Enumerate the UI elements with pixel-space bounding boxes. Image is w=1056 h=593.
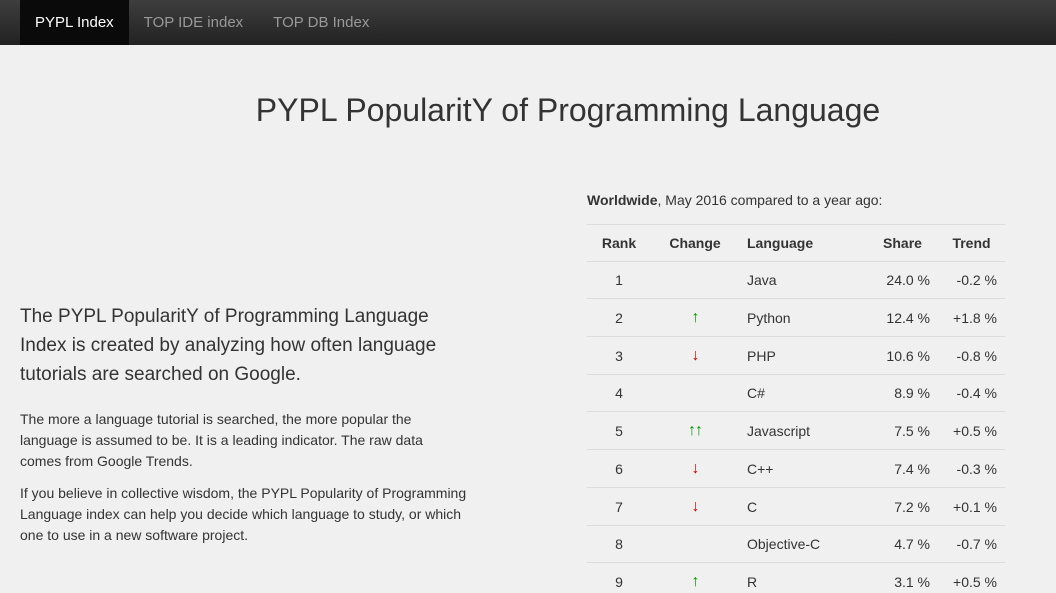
cell-share: 10.6 % — [867, 336, 938, 375]
table-row: 1 Java 24.0 % -0.2 % — [587, 261, 1005, 299]
cell-change: ↓ — [651, 449, 739, 488]
cell-rank: 9 — [587, 562, 651, 593]
header-language: Language — [739, 224, 867, 262]
cell-change: ↓ — [651, 487, 739, 526]
table-caption-period: , May 2016 compared to a year ago: — [657, 192, 883, 208]
cell-language: Python — [739, 298, 867, 337]
cell-language: Objective-C — [739, 525, 867, 563]
cell-rank: 7 — [587, 487, 651, 526]
cell-trend: -0.4 % — [938, 374, 1005, 412]
table-row: 5 ↑↑ Javascript 7.5 % +0.5 % — [587, 411, 1005, 450]
cell-trend: +1.8 % — [938, 298, 1005, 337]
cell-language: R — [739, 562, 867, 593]
header-trend: Trend — [938, 224, 1005, 262]
ranking-table: Rank Change Language Share Trend 1 Java … — [587, 224, 1005, 593]
header-rank: Rank — [587, 224, 651, 262]
table-row: 7 ↓ C 7.2 % +0.1 % — [587, 487, 1005, 526]
table-row: 8 Objective-C 4.7 % -0.7 % — [587, 525, 1005, 563]
tab-pypl-index[interactable]: PYPL Index — [20, 0, 129, 45]
change-arrow-icon: ↑ — [691, 573, 700, 590]
cell-rank: 8 — [587, 525, 651, 563]
tab-top-db-index[interactable]: TOP DB Index — [273, 14, 370, 31]
cell-language: Javascript — [739, 411, 867, 450]
cell-change — [651, 261, 739, 299]
change-arrow-icon: ↑↑ — [688, 422, 703, 439]
cell-change — [651, 374, 739, 412]
tab-top-ide-index[interactable]: TOP IDE index — [143, 14, 244, 31]
cell-language: Java — [739, 261, 867, 299]
cell-share: 12.4 % — [867, 298, 938, 337]
cell-trend: -0.7 % — [938, 525, 1005, 563]
cell-share: 3.1 % — [867, 562, 938, 593]
cell-rank: 1 — [587, 261, 651, 299]
ranking-section: Worldwide, May 2016 compared to a year a… — [587, 190, 1005, 593]
cell-language: C — [739, 487, 867, 526]
header-change: Change — [651, 224, 739, 262]
table-caption: Worldwide, May 2016 compared to a year a… — [587, 190, 1005, 210]
cell-share: 7.5 % — [867, 411, 938, 450]
cell-language: C++ — [739, 449, 867, 488]
change-arrow-icon: ↓ — [691, 347, 700, 364]
change-arrow-icon: ↓ — [691, 498, 700, 515]
cell-language: PHP — [739, 336, 867, 375]
cell-trend: +0.5 % — [938, 411, 1005, 450]
cell-rank: 2 — [587, 298, 651, 337]
page-title: PYPL PopularitY of Programming Language — [255, 92, 881, 128]
cell-change: ↑↑ — [651, 411, 739, 450]
cell-trend: +0.1 % — [938, 487, 1005, 526]
table-row: 6 ↓ C++ 7.4 % -0.3 % — [587, 449, 1005, 488]
top-navbar: PYPL Index TOP IDE index TOP DB Index — [0, 0, 1056, 45]
cell-change: ↑ — [651, 298, 739, 337]
cell-rank: 5 — [587, 411, 651, 450]
cell-share: 8.9 % — [867, 374, 938, 412]
table-row: 2 ↑ Python 12.4 % +1.8 % — [587, 298, 1005, 337]
cell-trend: -0.8 % — [938, 336, 1005, 375]
change-arrow-icon: ↓ — [691, 460, 700, 477]
intro-paragraph-3: If you believe in collective wisdom, the… — [20, 485, 467, 543]
intro-paragraph-2: The more a language tutorial is searched… — [20, 411, 423, 469]
cell-share: 7.4 % — [867, 449, 938, 488]
cell-rank: 4 — [587, 374, 651, 412]
table-row: 9 ↑ R 3.1 % +0.5 % — [587, 562, 1005, 593]
cell-share: 7.2 % — [867, 487, 938, 526]
cell-language: C# — [739, 374, 867, 412]
cell-share: 24.0 % — [867, 261, 938, 299]
cell-trend: -0.3 % — [938, 449, 1005, 488]
table-caption-region: Worldwide — [587, 192, 658, 208]
cell-change: ↓ — [651, 336, 739, 375]
cell-change — [651, 525, 739, 563]
cell-trend: +0.5 % — [938, 562, 1005, 593]
cell-rank: 3 — [587, 336, 651, 375]
table-header-row: Rank Change Language Share Trend — [587, 224, 1005, 262]
intro-lead: The PYPL PopularitY of Programming Langu… — [20, 306, 437, 385]
intro-section: The PYPL PopularitY of Programming Langu… — [20, 302, 467, 557]
cell-share: 4.7 % — [867, 525, 938, 563]
change-arrow-icon: ↑ — [691, 309, 700, 326]
cell-trend: -0.2 % — [938, 261, 1005, 299]
header-share: Share — [867, 224, 938, 262]
table-row: 4 C# 8.9 % -0.4 % — [587, 374, 1005, 412]
cell-change: ↑ — [651, 562, 739, 593]
table-row: 3 ↓ PHP 10.6 % -0.8 % — [587, 336, 1005, 375]
cell-rank: 6 — [587, 449, 651, 488]
